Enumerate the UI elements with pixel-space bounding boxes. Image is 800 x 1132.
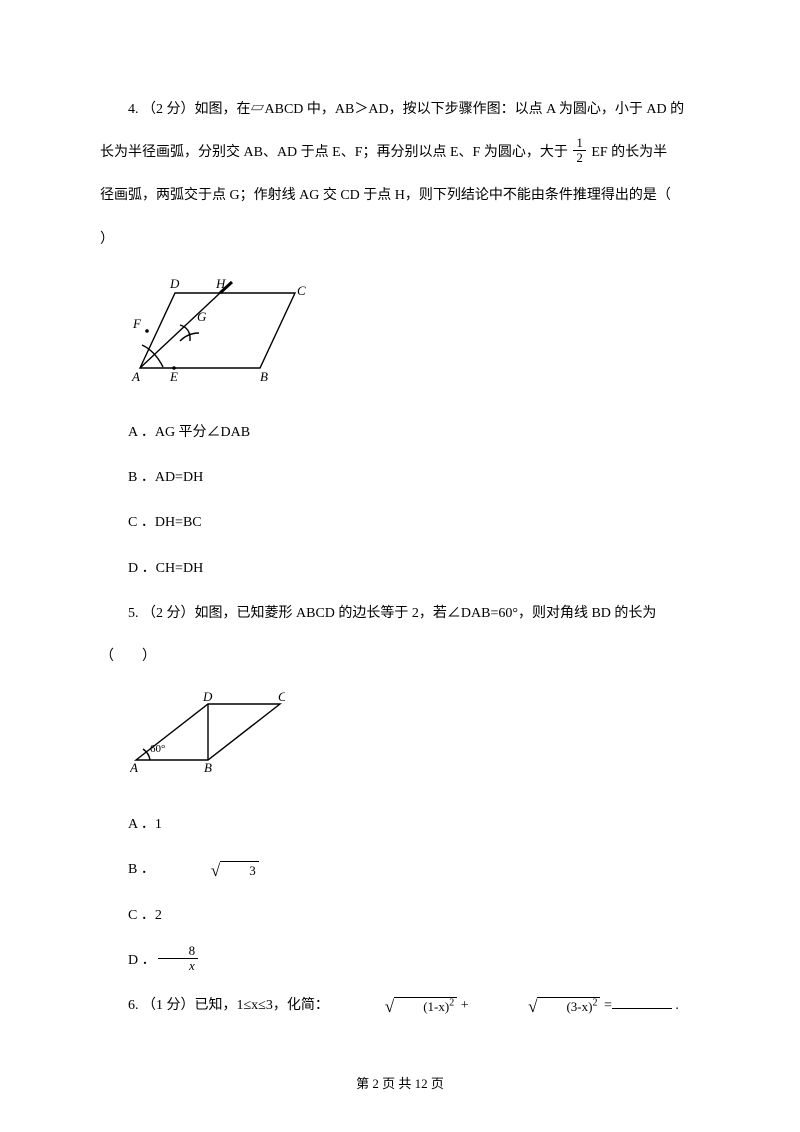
q6-exp2: 2 — [592, 997, 597, 1008]
q5-option-c: C ．2 — [100, 896, 700, 935]
q6-blank — [612, 995, 672, 1009]
q4-label-F: F — [132, 316, 142, 331]
q6-rad2-base: (3-x) — [566, 999, 592, 1014]
q4-figure: D H C F G A E B — [130, 273, 700, 399]
q4-stem-line1: 4. （2 分）如图，在▱ABCD 中，AB＞AD，按以下步骤作图：以点 A 为… — [100, 90, 700, 129]
q4-frac-num: 1 — [573, 136, 586, 151]
q6-stem-a: 6. （1 分）已知，1≤x≤3，化简： — [128, 998, 329, 1013]
q5-stem-line1: 5. （2 分）如图，已知菱形 ABCD 的边长等于 2，若∠DAB=60°，则… — [100, 594, 700, 633]
q6-rad1-base: (1-x) — [423, 999, 449, 1014]
q5-label-B: B — [204, 760, 212, 775]
q5-optB-pre: B ． — [128, 862, 155, 877]
q5-optD-frac: 8x — [158, 944, 199, 974]
q6-tail: . — [672, 998, 679, 1013]
q6-stem: 6. （1 分）已知，1≤x≤3，化简：√(1-x)2 + √(3-x)2 = … — [100, 986, 700, 1025]
q6-plus: + — [461, 998, 469, 1013]
q4-label-D: D — [169, 276, 180, 291]
q5-label-D: D — [202, 690, 213, 704]
q4-label-B: B — [260, 369, 268, 383]
q5-label-C: C — [278, 690, 285, 704]
q5-figure: D C A B 60° — [130, 690, 700, 791]
q5-optD-den: x — [158, 959, 199, 973]
q4-label-C: C — [297, 283, 306, 298]
q5-option-b: B ．√3 — [100, 850, 700, 889]
q4-label-H: H — [215, 276, 226, 291]
q6-exp1: 2 — [449, 997, 454, 1008]
q6-sqrt2: √(3-x)2 — [472, 997, 600, 1015]
q5-option-d: D ．8x — [100, 941, 700, 980]
q5-label-A: A — [130, 760, 138, 775]
q4-option-b: B ．AD=DH — [100, 458, 700, 497]
page-footer: 第 2 页 共 12 页 — [0, 1066, 800, 1102]
q4-label-G: G — [197, 309, 207, 324]
q4-label-E: E — [169, 369, 178, 383]
q4-stem-line3: 径画弧，两弧交于点 G；作射线 AG 交 CD 于点 H，则下列结论中不能由条件… — [100, 176, 700, 215]
q5-stem-line2: （ ） — [100, 637, 700, 676]
q5-optD-pre: D ． — [128, 953, 156, 968]
q4-fraction: 12 — [573, 136, 586, 166]
q4-label-A: A — [131, 369, 140, 383]
q6-sqrt1: √(1-x)2 — [329, 997, 457, 1015]
q4-option-d: D ．CH=DH — [100, 549, 700, 588]
q5-optB-rad: 3 — [220, 861, 259, 879]
q4-stem-line4: ） — [100, 220, 700, 259]
q6-eq: = — [604, 998, 612, 1013]
q4-option-a: A ．AG 平分∠DAB — [100, 413, 700, 452]
q4-stem-line2: 长为半径画弧，分别交 AB、AD 于点 E、F；再分别以点 E、F 为圆心，大于… — [100, 133, 700, 172]
q5-option-a: A ．1 — [100, 805, 700, 844]
q4-option-c: C ．DH=BC — [100, 503, 700, 542]
q5-label-angle: 60° — [150, 743, 165, 755]
q4-stem-line2-b: EF 的长为半 — [588, 145, 667, 160]
q4-stem-line2-a: 长为半径画弧，分别交 AB、AD 于点 E、F；再分别以点 E、F 为圆心，大于 — [100, 145, 571, 160]
q5-optD-num: 8 — [158, 944, 199, 959]
q4-frac-den: 2 — [573, 151, 586, 165]
q5-optB-sqrt: √3 — [155, 861, 259, 879]
